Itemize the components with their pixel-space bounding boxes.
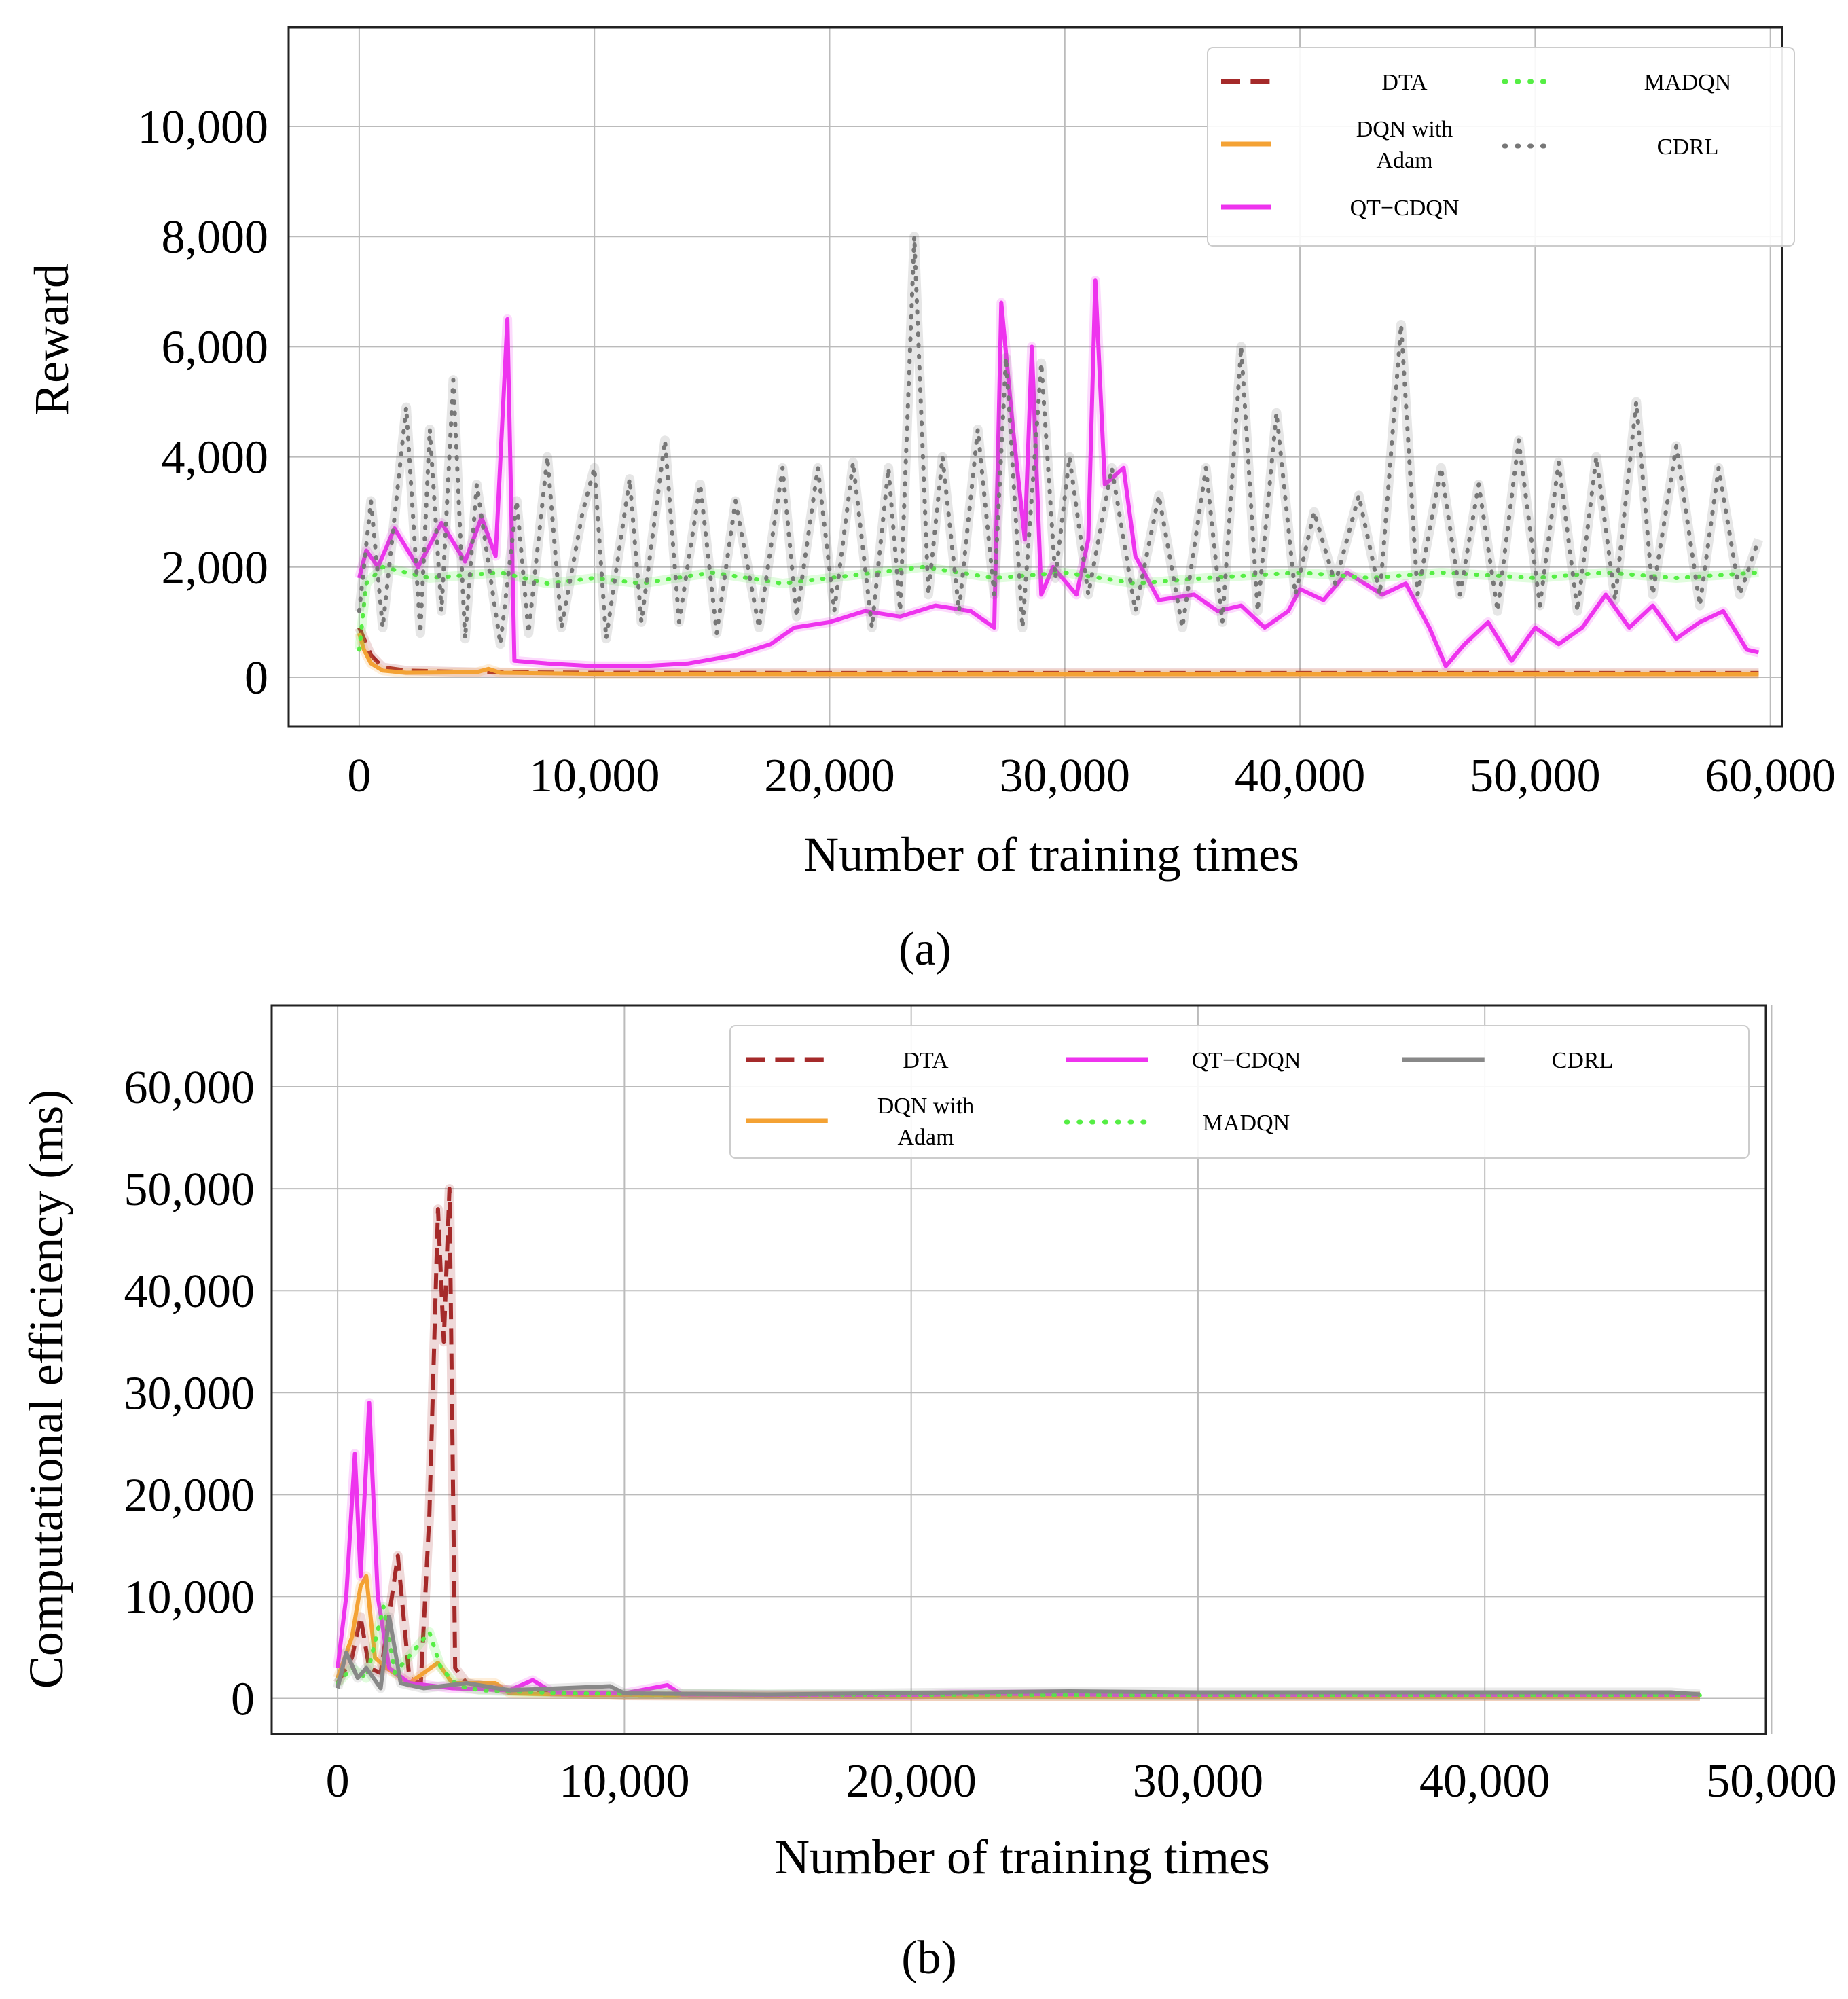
legend-label-madqn: MADQN [1644,70,1731,95]
x-tick-label: 0 [326,1755,350,1807]
series-line-cdrl [336,1615,1701,1697]
legend-label-madqn: MADQN [1203,1111,1290,1136]
panel-b-tick-labels: 0 10,000 20,000 30,000 40,000 50,000 0 10,000 20… [124,1062,1837,1807]
x-tick-label: 50,000 [1470,750,1601,802]
y-tick-label: 2,000 [162,542,269,594]
x-tick-label: 30,000 [1133,1755,1264,1807]
panel-a-tick-labels: 0 10,000 20,000 30,000 40,000 50,000 60,000 0 2,… [138,101,1836,802]
y-tick-label: 0 [244,652,268,704]
y-tick-label: 10,000 [138,101,269,154]
panel-b-plot-frame [270,1004,1767,1735]
panel-a-x-axis-label: Number of training times [803,827,1299,882]
y-tick-label: 4,000 [162,432,269,484]
legend-label-dqn-with-adam: Adam [1376,148,1432,173]
x-tick-label: 40,000 [1235,750,1366,802]
y-tick-label: 50,000 [124,1164,255,1216]
chart-panel-b: 0 10,000 20,000 30,000 40,000 50,000 0 10,000 20… [19,1004,1837,1984]
legend-label-dqn-with-adam: DQN with [877,1094,975,1119]
chart-panel-a: 0 10,000 20,000 30,000 40,000 50,000 60,000 0 2,… [24,26,1836,975]
series-line-madqn [336,1604,1702,1697]
y-tick-label: 6,000 [162,321,269,374]
y-tick-label: 20,000 [124,1469,255,1521]
panel-b-series [333,1184,1702,1701]
series-line-dta [357,626,1759,675]
y-tick-label: 0 [231,1673,255,1725]
x-tick-label: 20,000 [846,1755,977,1807]
panel-b-caption: (b) [901,1932,957,1984]
legend-label-dqn-with-adam: DQN with [1356,117,1453,142]
x-tick-label: 40,000 [1419,1755,1551,1807]
x-tick-label: 10,000 [559,1755,690,1807]
panel-b-x-axis-label: Number of training times [774,1830,1270,1884]
legend-label-qt-cdqn: QT−CDQN [1350,196,1460,221]
x-tick-label: 10,000 [529,750,660,802]
panel-a-y-axis-label: Reward [24,264,79,416]
y-tick-label: 30,000 [124,1367,255,1420]
x-tick-label: 50,000 [1706,1755,1837,1807]
series-line-madqn [357,564,1761,652]
y-tick-label: 40,000 [124,1265,255,1318]
panel-b-legend-box [729,1025,1750,1159]
series-line-qt-cdqn [357,278,1760,668]
legend-label-dta: DTA [903,1048,949,1073]
legend-label-dqn-with-adam: Adam [897,1125,954,1150]
panel-b-y-axis-label: Computational efficiency (ms) [19,1089,73,1689]
legend-label-cdrl: CDRL [1657,134,1719,160]
panel-b-legend: DTA DQN with Adam QT−CDQN MADQN CDRL [729,1025,1750,1159]
y-tick-label: 60,000 [124,1062,255,1114]
series-line-dqn-with-adam [357,632,1759,677]
legend-label-cdrl: CDRL [1552,1048,1614,1073]
legend-label-dta: DTA [1381,70,1428,95]
series-line-cdrl [357,234,1761,647]
panel-a-legend-box [1207,47,1795,247]
y-tick-label: 8,000 [162,211,269,264]
x-tick-label: 30,000 [1000,750,1131,802]
panel-a-caption: (a) [899,923,952,975]
x-tick-label: 0 [347,750,371,802]
y-tick-label: 10,000 [124,1571,255,1623]
panel-a-plot-frame [287,26,1783,728]
x-tick-label: 20,000 [764,750,895,802]
legend-label-qt-cdqn: QT−CDQN [1192,1048,1301,1073]
panel-a-series [354,232,1764,679]
x-tick-label: 60,000 [1705,750,1836,802]
panel-a-legend: DTA DQN with Adam QT−CDQN MADQN CDRL [1207,47,1795,247]
